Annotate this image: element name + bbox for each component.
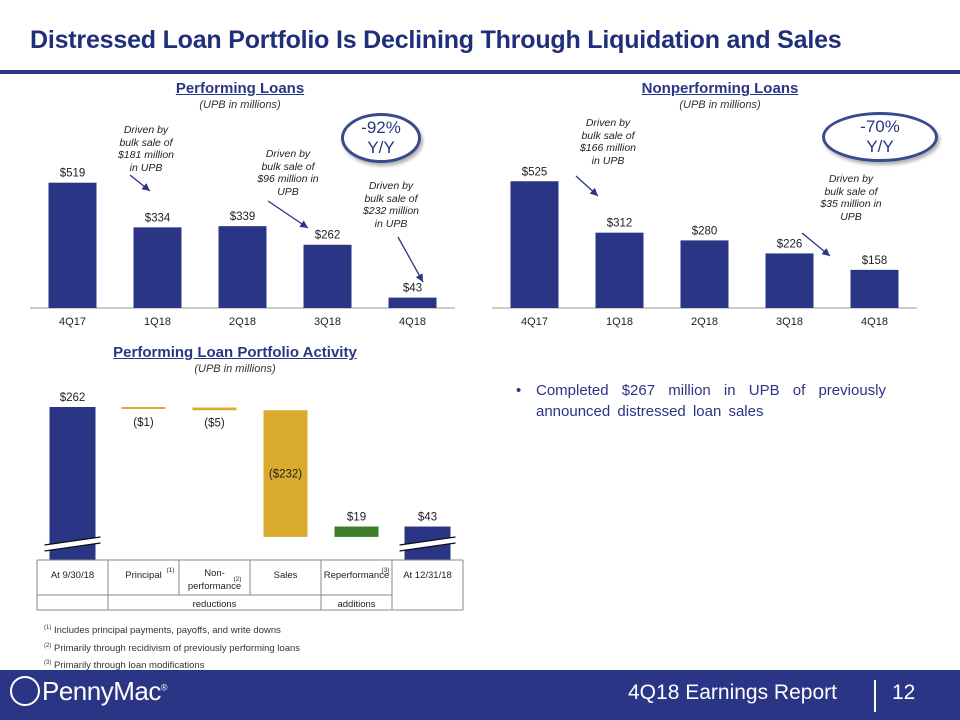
nonperforming-bar-label: $312 xyxy=(607,218,633,230)
waterfall-tick-label: At 12/31/18 xyxy=(403,570,452,581)
nonperforming-bar xyxy=(850,269,899,308)
nonperforming-annotation-2: Driven by bulk sale of $35 million in UPB xyxy=(820,173,882,223)
waterfall-tick-label: Reperformance xyxy=(324,570,389,581)
performing-tick-label: 3Q18 xyxy=(314,316,341,328)
pennymac-logo: PennyMac® xyxy=(10,676,167,708)
performing-bar-label: $262 xyxy=(315,230,341,242)
performing-annotation-arrow xyxy=(129,174,151,192)
performing-bar xyxy=(218,226,267,308)
performing-annotation-1: Driven by bulk sale of $181 million in UPB xyxy=(117,124,175,174)
performing-tick-label: 4Q18 xyxy=(399,316,426,328)
nonperforming-loans-chart: $525 4Q17 $312 1Q18 $280 2Q18 $226 3Q18 $158 4Q18 xyxy=(492,166,917,328)
nonperforming-yoy-badge: -70% Y/Y xyxy=(822,112,938,162)
logo-mark-icon xyxy=(10,676,40,707)
summary-bullet-text: Completed $267 million in UPB of previou… xyxy=(536,382,886,420)
performing-bar xyxy=(48,182,97,308)
waterfall-tick-label: performance xyxy=(188,581,241,592)
nonperforming-bar-label: $525 xyxy=(522,166,548,178)
performing-bar-label: $43 xyxy=(403,283,422,295)
nonperforming-loans-title: Nonperforming Loans xyxy=(641,80,799,97)
performing-bar-label: $334 xyxy=(145,212,171,224)
activity-chart-title: Performing Loan Portfolio Activity xyxy=(113,344,357,361)
nonperforming-tick-label: 3Q18 xyxy=(776,316,803,328)
waterfall-tick-label: Principal xyxy=(125,570,161,581)
axis-break-line xyxy=(44,536,101,546)
waterfall-tick-label: Sales xyxy=(274,570,298,581)
performing-loans-subtitle: (UPB in millions) xyxy=(199,99,281,111)
performing-tick-label: 1Q18 xyxy=(144,316,171,328)
title-divider xyxy=(0,70,960,74)
nonperforming-tick-label: 4Q18 xyxy=(861,316,888,328)
waterfall-bar xyxy=(121,407,166,409)
nonperforming-bar xyxy=(680,240,729,308)
axis-break-mark xyxy=(44,537,101,551)
nonperforming-loans-subtitle: (UPB in millions) xyxy=(679,99,761,111)
waterfall-bar-label: $43 xyxy=(418,512,437,524)
footer-bar xyxy=(0,670,960,720)
nonperforming-bar xyxy=(510,181,559,308)
waterfall-bar-label: $262 xyxy=(60,392,86,404)
performing-bar-label: $519 xyxy=(60,168,86,180)
performing-annotation-3: Driven by bulk sale of $232 million in UPB xyxy=(362,180,420,230)
performing-bar xyxy=(133,227,182,308)
axis-break-line xyxy=(399,542,456,552)
waterfall-tick-label: Non- xyxy=(204,568,225,579)
nonperforming-tick-label: 2Q18 xyxy=(691,316,718,328)
waterfall-bar xyxy=(192,407,237,411)
performing-annotation-2: Driven by bulk sale of $96 million in UPB xyxy=(257,148,319,198)
waterfall-footnote-mark: (2) xyxy=(234,576,242,583)
performing-bar xyxy=(388,297,437,308)
waterfall-group-label: additions xyxy=(337,599,375,610)
nonperforming-annotation-1: Driven by bulk sale of $166 million in UPB xyxy=(579,117,637,167)
waterfall-bar-label: ($5) xyxy=(204,418,225,430)
footnote-3: (3) Primarily through loan modifications xyxy=(44,660,205,672)
performing-tick-label: 4Q17 xyxy=(59,316,86,328)
footnote-1: (1) Includes principal payments, payoffs… xyxy=(44,625,281,637)
nonperforming-tick-label: 1Q18 xyxy=(606,316,633,328)
waterfall-group-label: reductions xyxy=(193,599,237,610)
nonperforming-bar-label: $226 xyxy=(777,238,803,250)
performing-bar xyxy=(303,244,352,308)
waterfall-bar-label: ($232) xyxy=(269,469,302,481)
waterfall-bar xyxy=(334,526,379,537)
activity-waterfall-chart: $262 ($1) ($5) ($232) $19 $43 At 9/30/18 Princi… xyxy=(36,392,464,611)
footnote-2: (2) Primarily through recidivism of prev… xyxy=(44,642,301,654)
nonperforming-annotation-arrow xyxy=(801,232,831,257)
performing-tick-label: 2Q18 xyxy=(229,316,256,328)
footnotes: (1) Includes principal payments, payoffs… xyxy=(44,621,300,674)
waterfall-bar xyxy=(263,410,308,537)
activity-chart-subtitle: (UPB in millions) xyxy=(194,363,276,375)
nonperforming-bar-label: $158 xyxy=(862,255,888,267)
axis-break-mark xyxy=(399,537,456,551)
page-number: 12 xyxy=(892,681,916,704)
nonperforming-bar xyxy=(765,253,814,308)
nonperforming-annotation-arrow xyxy=(575,175,599,197)
bullet-dot: • xyxy=(516,382,522,399)
performing-loans-chart: $519 4Q17 $334 1Q18 $339 2Q18 $262 3Q18 $43 4Q18 xyxy=(30,168,455,328)
waterfall-bar xyxy=(49,407,96,560)
summary-bullet: • Completed $267 million in UPB of previ… xyxy=(516,380,886,422)
axis-break-line xyxy=(44,542,101,552)
waterfall-bar-label: ($1) xyxy=(133,417,154,429)
nonperforming-bar xyxy=(595,232,644,308)
nonperforming-tick-label: 4Q17 xyxy=(521,316,548,328)
nonperforming-bar-label: $280 xyxy=(692,225,718,237)
performing-annotation-arrow xyxy=(397,236,424,283)
axis-break-line xyxy=(399,536,456,546)
performing-annotation-arrow xyxy=(267,200,309,229)
waterfall-footnote-mark: (1) xyxy=(167,567,175,574)
waterfall-footnote-mark: (3) xyxy=(382,567,390,574)
performing-bar-label: $339 xyxy=(230,211,256,223)
footer-separator xyxy=(874,680,876,712)
waterfall-tick-label: At 9/30/18 xyxy=(51,570,94,581)
page-title: Distressed Loan Portfolio Is Declining T… xyxy=(30,26,842,54)
report-name: 4Q18 Earnings Report xyxy=(628,681,837,704)
performing-yoy-badge: -92% Y/Y xyxy=(341,113,421,163)
waterfall-bar-label: $19 xyxy=(347,512,366,524)
performing-loans-title: Performing Loans xyxy=(175,80,305,97)
